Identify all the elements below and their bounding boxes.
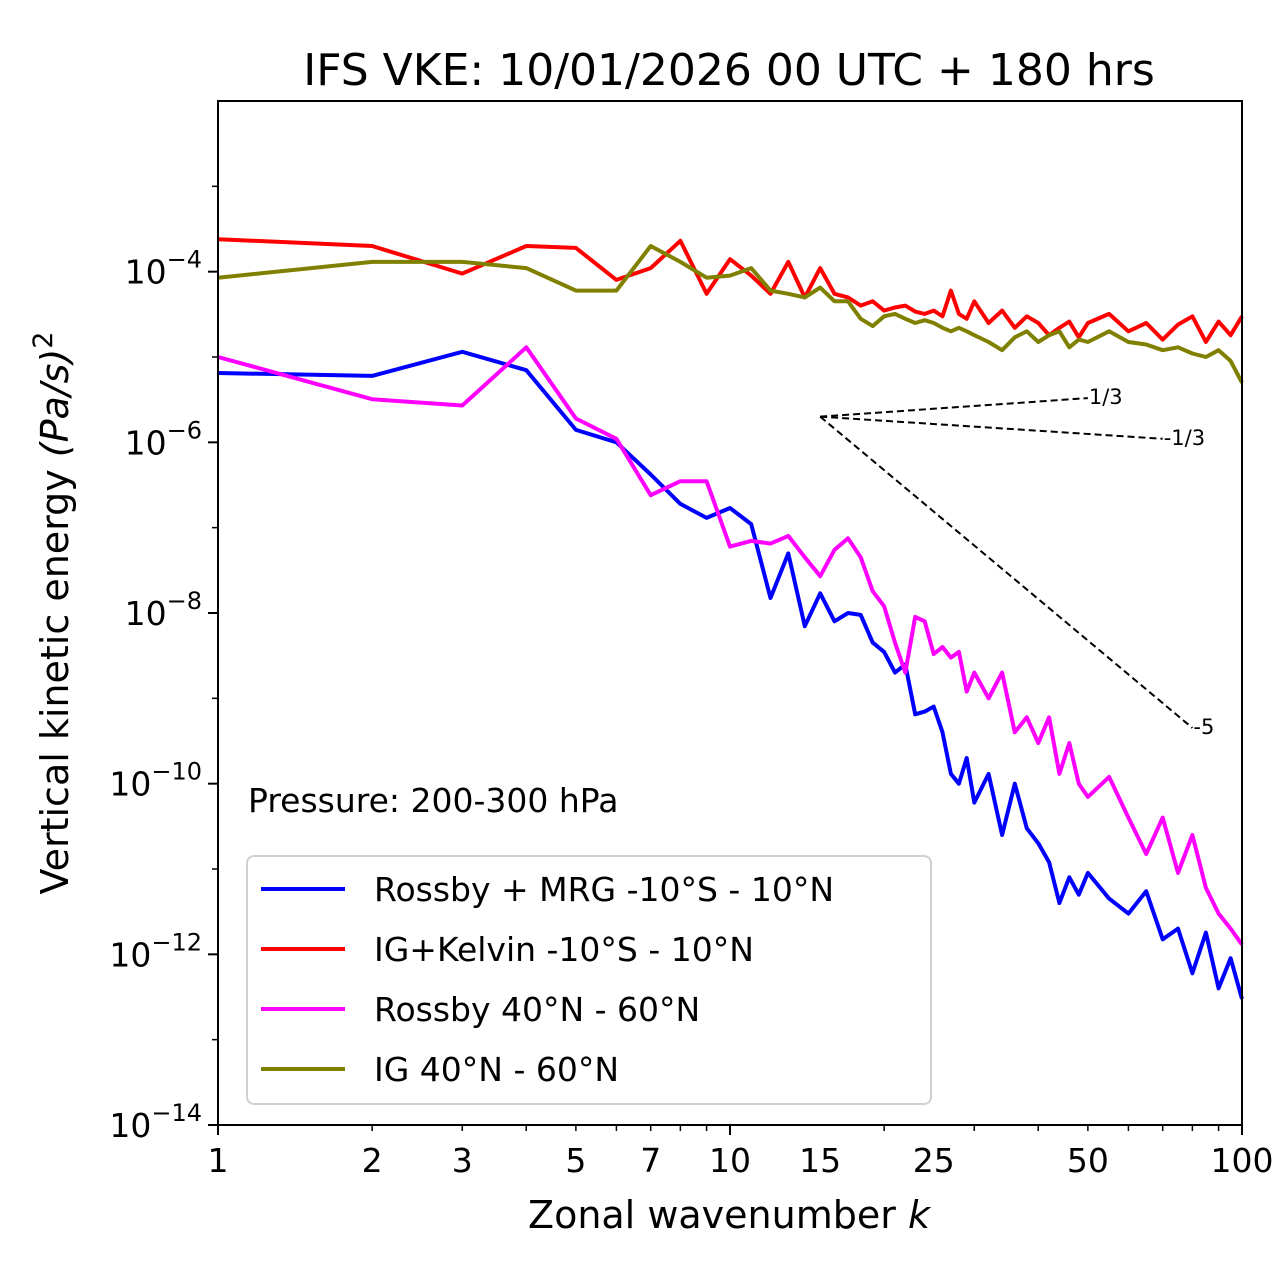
y-tick-label: 10−14 <box>109 1099 202 1145</box>
y-tick-label: 10−6 <box>125 416 202 462</box>
x-tick-labels: 1 2 3 5 7 10 15 25 50 100 <box>208 1141 1274 1180</box>
legend-box <box>246 855 932 1105</box>
series-lines <box>217 237 1244 1000</box>
x-tick-label: 3 <box>452 1141 473 1180</box>
x-tick-label: 5 <box>565 1141 586 1180</box>
reference-label-1: 1/3 <box>1089 385 1123 409</box>
plot-frame <box>217 100 1243 1126</box>
x-tick-label: 1 <box>208 1141 229 1180</box>
series-line-1 <box>217 349 1244 1000</box>
y-tick-labels: 10−4 10−6 10−8 10−10 10−12 10−14 <box>109 246 202 1145</box>
reference-label-3: -5 <box>1193 715 1214 739</box>
series-line-4 <box>217 244 1244 384</box>
x-tick-label: 15 <box>799 1141 841 1180</box>
reference-line-2 <box>820 415 1163 440</box>
reference-label-2: -1/3 <box>1164 426 1205 450</box>
x-tick-label: 25 <box>913 1141 955 1180</box>
legend-label-1: Rossby + MRG -10°S - 10°N <box>374 870 834 909</box>
y-tick-label: 10−4 <box>125 246 202 292</box>
chart-title: IFS VKE: 10/01/2026 00 UTC + 180 hrs <box>303 45 1155 96</box>
reference-line-1 <box>820 397 1088 418</box>
x-tick-label: 100 <box>1211 1141 1274 1180</box>
y-tick-label: 10−8 <box>125 587 202 633</box>
reference-slopes: 1/3 -1/3 -5 <box>819 385 1214 739</box>
x-tick-label: 50 <box>1067 1141 1109 1180</box>
y-tick-label: 10−12 <box>109 928 202 974</box>
legend-label-4: IG 40°N - 60°N <box>374 1050 619 1089</box>
y-axis-label: Vertical kinetic energy (Pa/s)2 <box>28 332 77 895</box>
y-tick-label: 10−10 <box>109 758 202 804</box>
legend-label-3: Rossby 40°N - 60°N <box>374 990 700 1029</box>
x-tick-label: 10 <box>709 1141 751 1180</box>
x-tick-label: 7 <box>640 1141 661 1180</box>
x-axis-label: Zonal wavenumber k <box>528 1193 932 1237</box>
series-line-2 <box>217 237 1244 344</box>
reference-line-3 <box>819 415 1194 729</box>
legend: Rossby + MRG -10°S - 10°N IG+Kelvin -10°S… <box>246 855 932 1105</box>
pressure-annotation: Pressure: 200-300 hPa <box>248 781 618 820</box>
legend-label-2: IG+Kelvin -10°S - 10°N <box>374 930 754 969</box>
x-tick-label: 2 <box>362 1141 383 1180</box>
series-line-3 <box>217 345 1244 946</box>
